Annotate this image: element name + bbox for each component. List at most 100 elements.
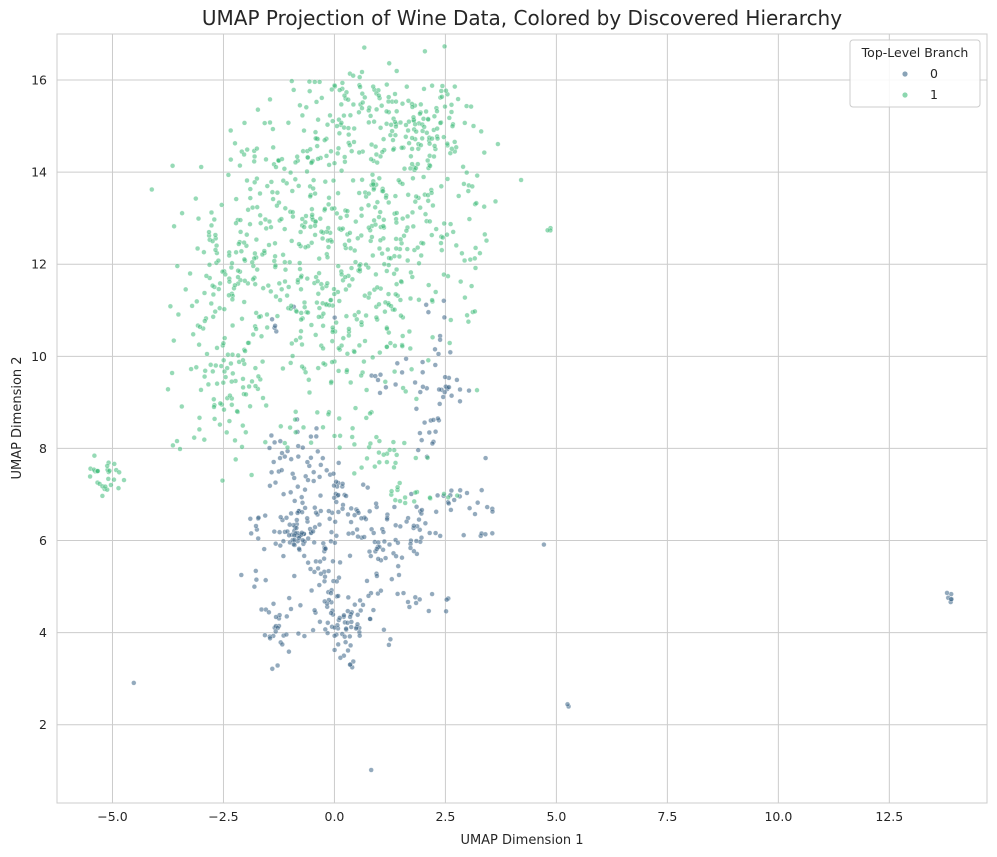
data-point [346,332,352,339]
data-point [193,364,199,370]
data-point [381,452,387,458]
data-point [370,607,376,613]
data-point [165,386,171,392]
data-point [265,283,271,289]
data-point [288,360,294,366]
data-point [368,553,374,559]
data-point [361,45,367,51]
data-point [388,122,394,128]
series-0 [131,298,955,773]
data-point [390,147,396,153]
data-point [404,246,410,252]
data-point [339,343,345,349]
data-point [281,166,287,172]
data-point [332,82,338,89]
data-point [454,493,460,499]
data-point [335,492,341,498]
data-point [307,193,313,199]
data-point [313,425,320,431]
data-point [211,404,217,410]
data-point [402,494,408,501]
data-point [179,403,185,410]
data-point [372,222,379,228]
data-point [235,274,241,280]
data-point [363,312,369,319]
data-point [344,213,350,219]
data-point [341,93,348,99]
data-point [258,220,264,226]
data-point [268,288,274,294]
data-point [272,240,278,246]
data-point [348,505,354,511]
data-point [422,420,428,426]
data-point [280,553,286,559]
data-point [433,289,439,295]
legend-marker-1 [902,92,908,98]
data-point [269,189,275,195]
data-point [221,368,228,375]
data-point [472,308,478,314]
data-point [318,571,324,577]
data-point [361,534,367,540]
data-point [351,139,357,145]
data-point [187,270,193,277]
data-point [228,264,234,271]
data-point [313,510,319,516]
data-point [174,438,180,444]
data-point [292,417,298,423]
data-point [307,146,313,152]
data-point [310,627,316,633]
data-point [413,193,419,200]
data-point [202,368,208,374]
data-point [198,387,204,393]
data-point [418,142,424,148]
data-point [341,612,347,618]
data-point [214,243,220,249]
data-point [386,642,392,648]
data-point [370,84,376,90]
data-point [343,286,349,293]
data-point [331,291,337,297]
data-point [108,482,114,488]
data-point [432,346,438,352]
data-point [302,487,308,493]
data-point [282,278,288,285]
y-tick-label: 10 [31,349,47,364]
data-point [409,104,415,110]
data-point [356,309,362,315]
data-point [324,254,331,260]
data-point [309,587,315,594]
data-point [421,124,427,130]
data-point [385,98,392,105]
data-point [279,467,285,473]
data-point [252,153,258,160]
data-point [328,529,335,535]
data-point [260,359,266,365]
x-tick-label: 5.0 [546,809,566,824]
y-tick-label: 16 [31,73,47,88]
data-point [401,233,407,239]
data-point [426,429,432,436]
data-point [228,157,234,163]
data-point [220,340,226,346]
data-point [384,516,390,522]
data-point [458,279,464,285]
data-point [371,119,377,125]
data-point [263,225,269,231]
data-point [335,593,341,599]
data-point [266,218,273,225]
data-point [375,539,381,546]
data-point [293,337,299,343]
legend[interactable]: Top-Level Branch 0 1 [849,39,981,108]
data-point [210,238,216,244]
data-point [238,572,244,578]
data-point [421,174,427,180]
data-point [313,99,320,105]
data-point [245,207,251,213]
data-point [303,473,309,479]
data-point [370,252,376,259]
data-point [284,613,290,619]
data-point [338,120,344,126]
data-point [299,530,305,536]
data-point [453,144,459,150]
